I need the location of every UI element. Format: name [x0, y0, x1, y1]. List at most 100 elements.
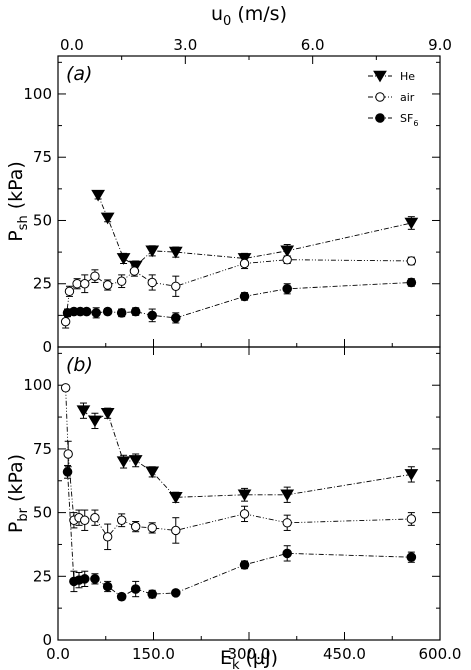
data-point-air: [406, 514, 417, 524]
x-tick-label: 150.0: [132, 645, 175, 663]
y-tick-label: 100: [23, 85, 52, 103]
data-point-air: [116, 276, 127, 286]
data-point-He: [88, 415, 102, 428]
frame-layer: [57, 55, 441, 641]
x-axis-title: Ek (µJ): [220, 647, 278, 670]
data-point-air: [171, 525, 181, 536]
data-point-air: [129, 266, 140, 276]
y-tick-label: 25: [33, 567, 52, 585]
data-point-air: [282, 255, 292, 265]
data-point-He: [100, 407, 115, 420]
data-point-air: [90, 271, 100, 281]
data-point-He: [145, 466, 160, 479]
data-point-air: [90, 513, 100, 523]
top-axis-tick-label: 0.0: [60, 36, 84, 54]
data-point-SF6: [147, 310, 158, 321]
data-point-SF6: [116, 308, 127, 318]
legend-label: air: [400, 91, 415, 104]
series-line-He: [83, 410, 412, 498]
data-point-He: [404, 469, 419, 481]
data-point-He: [100, 212, 115, 225]
series-line-He: [97, 194, 412, 267]
y-tick-label: 75: [33, 148, 52, 166]
legend-label: SF6: [400, 112, 418, 128]
data-point-air: [60, 316, 71, 327]
data-point-SF6: [282, 284, 293, 294]
data-point-air: [239, 258, 250, 269]
data-point-He: [91, 189, 105, 202]
data-point-SF6: [239, 291, 250, 302]
data-point-air: [63, 449, 73, 459]
top-axis-tick-label: 3.0: [173, 36, 197, 54]
x-tick-label: 450.0: [323, 645, 366, 663]
data-point-SF6: [130, 306, 141, 317]
y-tick-label: 50: [33, 504, 52, 522]
data-point-He: [76, 405, 91, 418]
y-tick-label: 100: [23, 376, 52, 394]
data-point-air: [116, 515, 127, 525]
series-line-air: [65, 387, 412, 538]
data-point-He: [280, 245, 295, 258]
data-point-He: [128, 455, 143, 467]
data-layer: [60, 70, 419, 602]
data-point-air: [102, 280, 113, 290]
data-point-SF6: [90, 574, 100, 584]
data-point-SF6: [147, 589, 158, 599]
data-point-air: [80, 279, 90, 289]
data-point-air: [406, 256, 417, 266]
legend-label: He: [400, 70, 415, 83]
data-point-air: [80, 515, 90, 525]
data-point-He: [145, 245, 160, 258]
data-point-SF6: [116, 591, 127, 602]
data-point-He: [404, 217, 419, 230]
y-tick-label: 0: [42, 338, 52, 356]
data-point-SF6: [79, 574, 90, 584]
data-point-air: [64, 286, 75, 297]
data-point-air: [282, 518, 292, 528]
data-point-SF6: [130, 584, 141, 594]
y-tick-label: 0: [42, 631, 52, 649]
data-point-He: [116, 253, 131, 265]
panel-b-tag: (b): [66, 354, 93, 376]
text-layer: 0.0 3.0 6.0 9.0 u0 (m/s) 0 25 50 75 100 (a) Psh (kP…: [5, 3, 461, 670]
data-point-SF6: [239, 560, 250, 570]
panel-b-y-title: Pbr (kPa): [5, 454, 31, 533]
data-point-SF6: [406, 552, 417, 562]
x-tick-label: 600.0: [419, 645, 462, 663]
data-point-SF6: [406, 277, 417, 288]
y-tick-label: 25: [33, 275, 52, 293]
y-tick-label: 75: [33, 440, 52, 458]
data-point-SF6: [81, 306, 92, 317]
legend-marker: [375, 113, 385, 123]
data-point-air: [60, 383, 71, 393]
data-point-He: [280, 489, 295, 502]
data-point-air: [147, 277, 157, 288]
data-point-SF6: [91, 308, 101, 318]
y-tick-label: 50: [33, 211, 52, 229]
data-point-air: [130, 521, 141, 532]
data-point-air: [171, 281, 181, 291]
x-tick-label: 0.0: [46, 645, 70, 663]
top-axis-tick-label: 9.0: [428, 36, 452, 54]
data-point-SF6: [102, 306, 113, 317]
data-point-SF6: [102, 581, 113, 592]
data-point-He: [237, 489, 252, 502]
top-axis-title: u0 (m/s): [211, 3, 287, 29]
panel-a-tag: (a): [66, 63, 92, 85]
data-point-He: [116, 456, 131, 469]
data-point-He: [168, 492, 183, 504]
data-point-He: [168, 246, 183, 259]
data-point-SF6: [170, 313, 181, 323]
panel-a-y-title: Psh (kPa): [5, 161, 31, 242]
data-point-air: [102, 532, 113, 542]
top-axis-tick-label: 6.0: [301, 36, 325, 54]
data-point-SF6: [62, 467, 73, 477]
data-point-air: [239, 509, 250, 519]
data-point-air: [147, 523, 157, 533]
x-tick-label: 300.0: [228, 645, 271, 663]
legend-marker: [373, 70, 387, 83]
data-point-SF6: [282, 548, 293, 559]
legend-marker: [375, 92, 385, 102]
data-point-SF6: [170, 588, 181, 598]
